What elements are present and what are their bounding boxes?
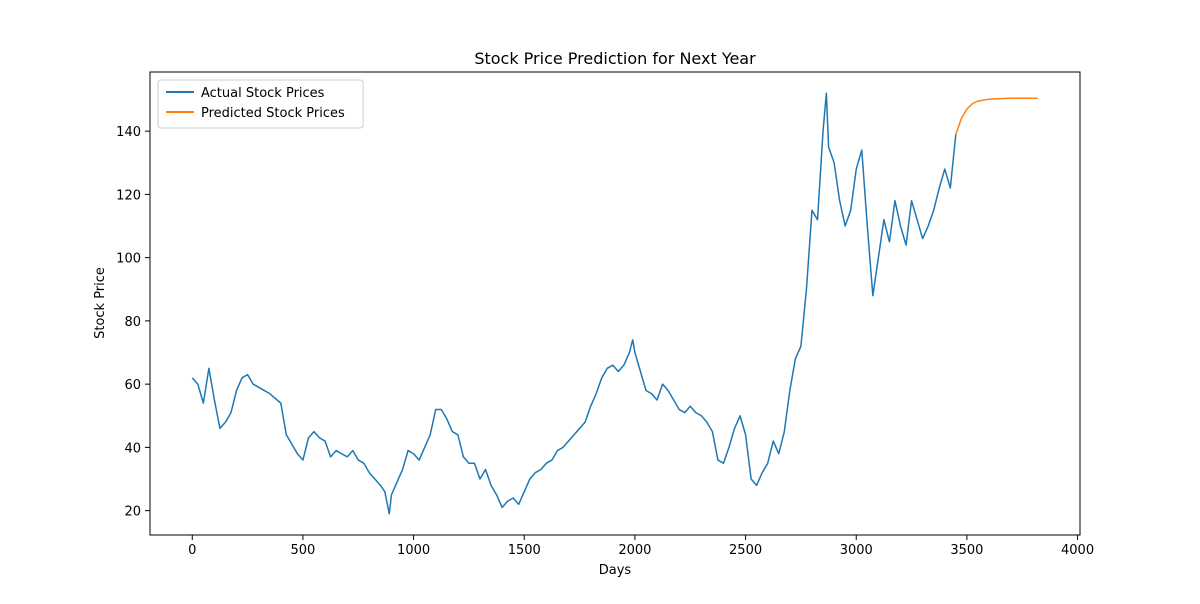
- x-tick-label: 2500: [729, 543, 762, 558]
- legend-box: [157, 79, 364, 129]
- x-tick-label: 1000: [397, 543, 430, 558]
- series-line: [955, 97, 1038, 135]
- chart-title: Stock Price Prediction for Next Year: [474, 49, 756, 68]
- x-tick-label: 500: [291, 543, 316, 558]
- series-line: [191, 92, 957, 515]
- x-tick-label: 0: [188, 543, 196, 558]
- legend-label: Actual Stock Prices: [201, 86, 325, 101]
- plot-frame: [149, 71, 1081, 536]
- y-tick-label: 100: [116, 252, 141, 267]
- y-tick-label: 60: [124, 378, 141, 393]
- x-tick-label: 2000: [618, 543, 651, 558]
- y-tick-label: 40: [124, 441, 141, 456]
- x-tick-label: 3000: [840, 543, 873, 558]
- y-tick-label: 20: [124, 505, 141, 520]
- y-tick-label: 80: [124, 315, 141, 330]
- y-tick-label: 120: [116, 188, 141, 203]
- x-tick-label: 1500: [508, 543, 541, 558]
- x-tick-label: 3500: [950, 543, 983, 558]
- y-axis-label: Stock Price: [93, 267, 108, 339]
- y-tick-label: 140: [116, 125, 141, 140]
- x-axis-label: Days: [599, 563, 632, 578]
- x-tick-label: 4000: [1061, 543, 1094, 558]
- legend-label: Predicted Stock Prices: [201, 106, 345, 121]
